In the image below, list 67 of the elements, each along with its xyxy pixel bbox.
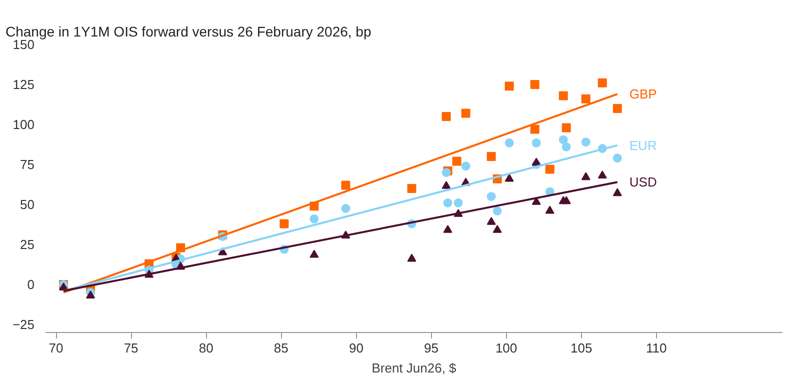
point <box>562 123 571 132</box>
point <box>532 158 541 166</box>
point <box>598 78 607 88</box>
point <box>443 224 452 233</box>
point <box>443 198 452 208</box>
x-tick-label: 70 <box>48 340 64 356</box>
series-label: EUR <box>629 138 657 153</box>
point <box>558 91 568 100</box>
point <box>486 192 496 201</box>
point <box>504 174 514 182</box>
x-tick-label: 105 <box>570 340 592 356</box>
point <box>341 180 350 190</box>
point <box>486 152 496 161</box>
point <box>492 224 502 233</box>
point <box>532 196 541 205</box>
series-label: USD <box>629 174 657 190</box>
x-axis-title: Brent Jun26, $ <box>372 360 458 376</box>
point <box>581 138 590 147</box>
point <box>545 164 554 174</box>
x-tick-label: 100 <box>495 340 518 356</box>
point <box>310 250 319 258</box>
x-tick-label: 90 <box>348 340 364 356</box>
point <box>486 216 496 225</box>
y-tick-label: 75 <box>20 157 35 172</box>
y-tick-label: 50 <box>20 197 35 212</box>
y-tick-label: 150 <box>12 37 35 52</box>
point <box>218 247 228 256</box>
x-tick-label: 95 <box>424 340 438 356</box>
point <box>461 108 470 118</box>
point <box>562 196 571 204</box>
point <box>442 180 451 189</box>
y-tick-label: 125 <box>12 77 35 92</box>
chart-title: Change in 1Y1M OIS forward versus 26 February 2026, bp <box>6 24 372 40</box>
y-tick-label: −25 <box>12 317 35 332</box>
point <box>581 94 590 104</box>
point <box>581 172 590 180</box>
y-tick-label: 0 <box>27 277 35 292</box>
point <box>86 290 96 299</box>
series-label: GBP <box>629 86 657 102</box>
point <box>558 135 568 144</box>
point <box>280 219 289 228</box>
x-tick-label: 75 <box>124 340 138 356</box>
point <box>442 112 451 121</box>
y-tick-label: 25 <box>20 237 35 252</box>
point <box>407 184 416 193</box>
point <box>341 204 350 213</box>
point <box>407 254 416 262</box>
x-tick-label: 80 <box>198 340 214 356</box>
x-tick-label: 85 <box>274 340 288 356</box>
point <box>310 214 319 224</box>
point <box>530 124 540 134</box>
point <box>530 80 540 89</box>
point <box>452 156 462 166</box>
point <box>598 170 607 179</box>
point <box>461 162 470 171</box>
point <box>612 104 622 113</box>
point <box>545 206 554 214</box>
point <box>562 142 571 152</box>
point <box>532 138 541 148</box>
point <box>612 154 622 163</box>
point <box>504 138 514 148</box>
point <box>504 82 514 91</box>
x-tick-label: 110 <box>646 340 667 356</box>
point <box>492 206 502 216</box>
point <box>612 188 622 196</box>
y-tick-label: 100 <box>12 117 35 132</box>
point <box>454 198 463 208</box>
